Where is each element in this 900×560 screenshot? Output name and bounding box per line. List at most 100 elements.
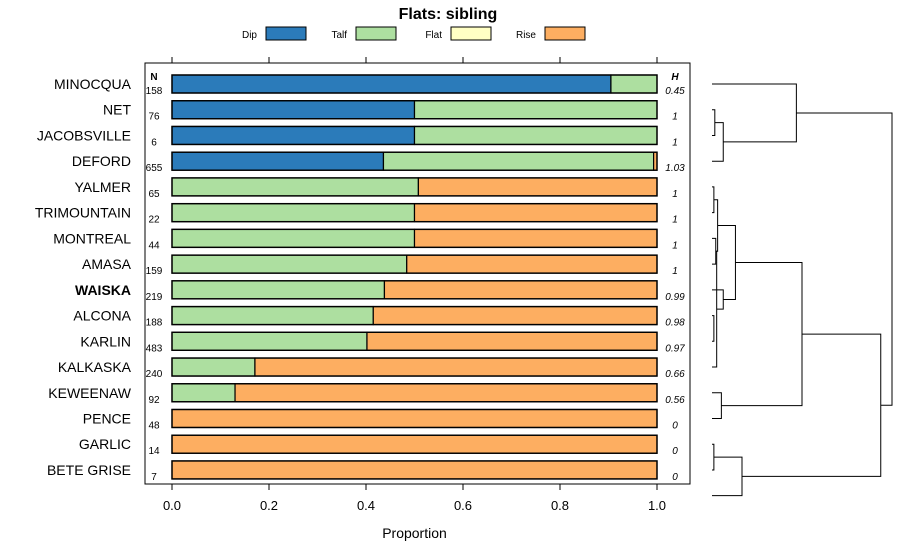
h-value: 1 xyxy=(672,189,678,200)
bar-segment-rise xyxy=(406,254,658,274)
bar-segment-rise xyxy=(372,305,658,326)
n-value: 65 xyxy=(148,189,160,200)
x-axis: 0.0 0.2 0.4 0.6 0.8 1.0 xyxy=(163,57,666,513)
bar-segment-rise xyxy=(171,408,658,429)
plot-frame xyxy=(144,62,691,485)
dendrogram-link xyxy=(712,237,717,265)
dendrogram-link xyxy=(717,225,736,300)
x-tick-label: 0.2 xyxy=(260,498,278,513)
row-label: DEFORD xyxy=(72,153,131,169)
bar-outline xyxy=(171,74,658,94)
dendrogram-link xyxy=(712,443,715,471)
bar-row: BETE GRISE 7 0 xyxy=(47,460,678,483)
h-column-header: H xyxy=(671,72,679,83)
chart-title: Flats: sibling xyxy=(399,6,498,23)
h-value: 1 xyxy=(672,240,678,251)
bar-segment-talf xyxy=(171,280,386,300)
dendrogram-link xyxy=(712,250,718,368)
bar-outline xyxy=(171,177,658,197)
legend: Dip Talf Flat Rise xyxy=(242,26,586,41)
h-value: 1 xyxy=(672,137,678,148)
bar-outline xyxy=(171,254,658,274)
bar-row: KEWEENAW 92 0.56 xyxy=(48,383,685,406)
dendrogram-link xyxy=(712,315,715,342)
bar-row: TRIMOUNTAIN 22 1 xyxy=(35,202,678,226)
row-label: KALKASKA xyxy=(58,359,132,375)
dendrogram-link xyxy=(796,112,893,406)
bar-rows: MINOCQUA 158 0.45 NET 76 1 JACOBSVILLE 6 1 DEFORD… xyxy=(35,74,685,483)
bar-segment-dip xyxy=(171,151,385,171)
n-value: 158 xyxy=(146,86,163,97)
n-value: 483 xyxy=(146,343,163,354)
bar-outline xyxy=(171,151,658,171)
h-value: 1 xyxy=(672,112,678,123)
bar-segment-rise xyxy=(366,331,658,351)
bar-outline xyxy=(171,383,658,403)
h-value: 0.45 xyxy=(665,86,685,97)
bar-row: ALCONA 188 0.98 xyxy=(73,305,685,329)
bar-outline xyxy=(171,228,658,249)
h-value: 0.56 xyxy=(665,395,685,406)
n-value: 14 xyxy=(148,446,160,457)
h-value: 1.03 xyxy=(665,163,685,174)
bar-row: YALMER 65 1 xyxy=(74,177,678,200)
row-label: KARLIN xyxy=(80,333,131,349)
row-label: KEWEENAW xyxy=(48,385,131,401)
h-value: 0.98 xyxy=(665,318,685,329)
bar-row: DEFORD 655 1.03 xyxy=(72,151,685,174)
bar-segment-talf xyxy=(610,74,658,94)
row-label: NET xyxy=(103,102,131,118)
legend-swatch-flat xyxy=(450,26,492,41)
bar-row: NET 76 1 xyxy=(103,100,678,123)
x-tick-label: 0.8 xyxy=(551,498,569,513)
bar-segment-rise xyxy=(254,357,658,377)
bar-segment-rise xyxy=(413,228,658,248)
bar-segment-talf xyxy=(413,100,658,120)
bar-outline xyxy=(171,305,658,326)
row-label: TRIMOUNTAIN xyxy=(35,205,131,221)
n-value: 6 xyxy=(151,137,157,148)
row-label: MONTREAL xyxy=(53,230,131,246)
bar-row: AMASA 159 1 xyxy=(82,254,678,277)
h-value: 0 xyxy=(672,472,678,483)
bar-segment-rise xyxy=(383,280,658,300)
x-tick-label: 0.4 xyxy=(357,498,375,513)
bar-segment-talf xyxy=(171,228,416,248)
dendrogram-link xyxy=(712,456,743,497)
row-label: BETE GRISE xyxy=(47,462,131,478)
bar-segment-rise xyxy=(171,434,658,454)
bar-row: JACOBSVILLE 6 1 xyxy=(37,125,678,148)
row-label: AMASA xyxy=(82,256,132,272)
h-value: 0 xyxy=(672,420,678,431)
dendrogram-link xyxy=(712,109,716,136)
bar-segment-rise xyxy=(234,383,658,403)
h-value: 0.97 xyxy=(665,343,685,354)
bar-segment-talf xyxy=(171,203,416,223)
bar-segment-talf xyxy=(171,331,368,351)
row-label: YALMER xyxy=(74,179,131,195)
bar-segment-talf xyxy=(171,357,256,377)
h-value: 0 xyxy=(672,446,678,457)
dendrogram xyxy=(712,83,893,497)
legend-label-rise: Rise xyxy=(516,30,536,41)
bar-outline xyxy=(171,125,658,146)
bar-row: MONTREAL 44 1 xyxy=(53,228,678,251)
n-value: 219 xyxy=(146,292,163,303)
bar-segment-talf xyxy=(171,383,236,403)
x-tick-label: 0.6 xyxy=(454,498,472,513)
dendrogram-link xyxy=(712,83,797,143)
bar-segment-talf xyxy=(413,125,658,146)
bar-row: MINOCQUA 158 0.45 xyxy=(54,74,685,97)
bar-segment-dip xyxy=(171,74,612,94)
n-value: 240 xyxy=(146,369,163,380)
legend-swatch-talf xyxy=(355,26,397,41)
dendrogram-link xyxy=(712,289,724,310)
n-value: 7 xyxy=(151,472,157,483)
h-value: 1 xyxy=(672,266,678,277)
x-tick-label: 1.0 xyxy=(648,498,666,513)
n-value: 92 xyxy=(148,395,160,406)
bar-segment-rise xyxy=(171,460,658,480)
bar-outline xyxy=(171,408,658,429)
n-value: 44 xyxy=(148,240,160,251)
bar-segment-talf xyxy=(171,177,419,197)
